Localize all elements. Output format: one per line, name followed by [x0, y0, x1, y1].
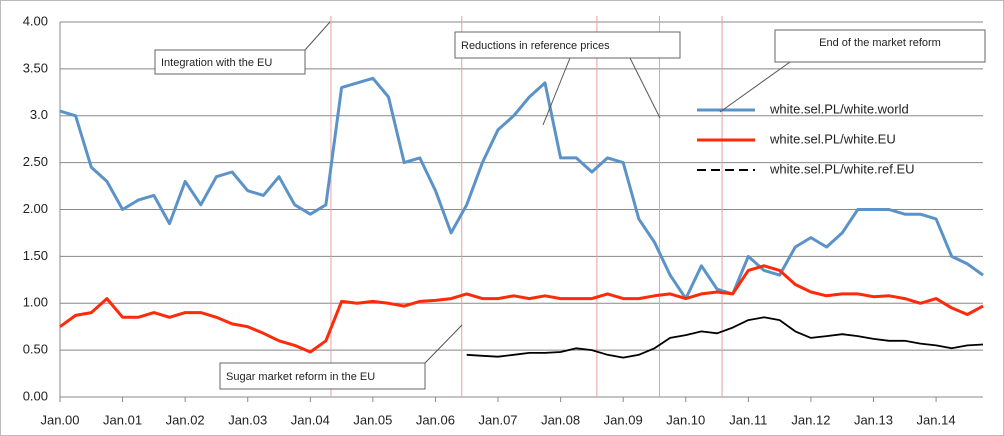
- y-tick-label: 0.00: [23, 388, 48, 403]
- x-tick-label: Jan.02: [166, 412, 205, 427]
- legend-label: white.sel.PL/white.ref.EU: [769, 161, 915, 176]
- x-tick-label: Jan.04: [291, 412, 330, 427]
- legend-label: white.sel.PL/white.EU: [769, 131, 896, 146]
- series-line: [466, 316, 984, 359]
- y-tick-label: 1.50: [23, 248, 48, 263]
- annotation-text: Integration with the EU: [161, 57, 272, 69]
- annotation-box: [774, 29, 986, 63]
- annotation-leader: [629, 57, 661, 119]
- x-tick-label: Jan.10: [666, 412, 705, 427]
- y-tick-label: 3.0: [30, 107, 48, 122]
- annotation-leader: [719, 61, 791, 113]
- legend-label: white.sel.PL/white.world: [769, 101, 909, 116]
- x-tick-label: Jan.01: [103, 412, 142, 427]
- annotation-leader: [424, 324, 463, 364]
- series-line: [59, 76, 984, 301]
- x-tick-label: Jan.05: [353, 412, 392, 427]
- x-tick-label: Jan.11: [729, 412, 767, 427]
- x-tick-label: Jan.03: [228, 412, 267, 427]
- x-tick-label: Jan.08: [541, 412, 580, 427]
- x-tick-label: Jan.13: [854, 412, 893, 427]
- series-line: [59, 264, 984, 354]
- annotation-text: Sugar market reform in the EU: [226, 371, 375, 383]
- x-tick-label: Jan.09: [604, 412, 643, 427]
- y-tick-label: 0.50: [23, 342, 48, 357]
- annotation-leader: [542, 57, 571, 126]
- annotation-box: [219, 362, 426, 390]
- x-tick-label: Jan.12: [791, 412, 830, 427]
- x-tick-label: Jan.14: [917, 412, 956, 427]
- annotation-box: [454, 31, 681, 59]
- y-tick-label: 3.50: [23, 60, 48, 75]
- x-tick-label: Jan.00: [40, 412, 79, 427]
- x-tick-label: Jan.07: [479, 412, 518, 427]
- y-tick-label: 1.00: [23, 295, 48, 310]
- y-tick-label: 2.50: [23, 154, 48, 169]
- annotation-text: Reductions in reference prices: [461, 40, 610, 52]
- x-tick-label: Jan.06: [416, 412, 455, 427]
- annotation-text: End of the market reform: [819, 37, 941, 49]
- annotation-box: [154, 49, 306, 75]
- annotation-leader: [304, 21, 331, 51]
- y-tick-label: 4.00: [23, 13, 48, 28]
- y-tick-label: 2.00: [23, 201, 48, 216]
